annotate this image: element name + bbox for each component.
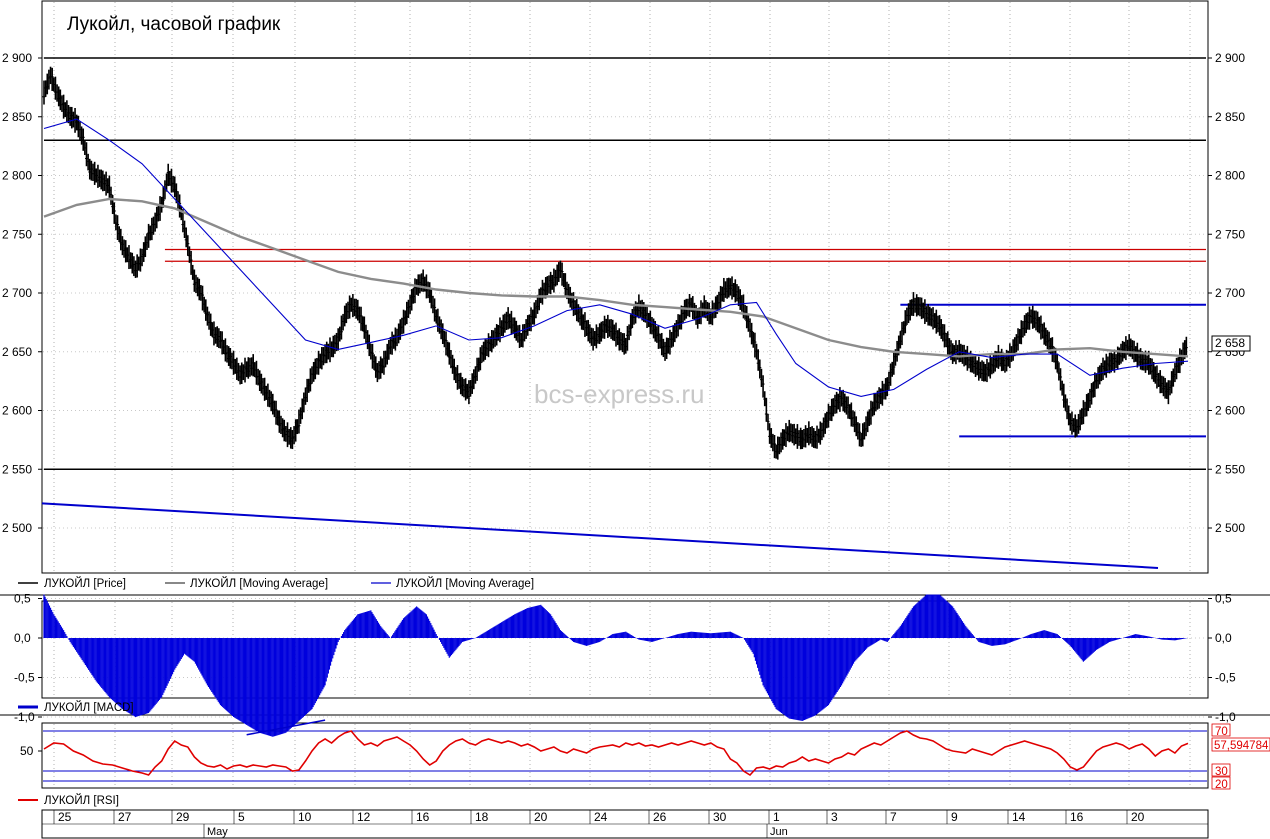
date-label: 20 bbox=[1131, 810, 1145, 824]
month-label: May bbox=[207, 826, 228, 838]
y-tick-label: 0,0 bbox=[1215, 631, 1232, 645]
y-tick-label: 2 800 bbox=[2, 169, 32, 183]
legend-item-ma-gray: ЛУКОЙЛ [Moving Average] bbox=[190, 577, 328, 590]
date-label: 18 bbox=[475, 810, 489, 824]
y-tick-label: 0,0 bbox=[14, 631, 31, 645]
date-label: 26 bbox=[653, 810, 667, 824]
price-levels bbox=[41, 57, 1206, 569]
y-tick-label: 2 500 bbox=[1215, 521, 1245, 535]
rsi-level-label: 20 bbox=[1215, 779, 1228, 791]
date-label: 9 bbox=[951, 810, 958, 824]
y-tick-label: -0,5 bbox=[14, 671, 35, 685]
trend-line bbox=[41, 502, 1159, 569]
rsi-panel-frame bbox=[41, 722, 1209, 789]
price-series bbox=[42, 66, 1189, 460]
date-label: 16 bbox=[416, 810, 430, 824]
date-label: 10 bbox=[298, 810, 312, 824]
rsi-level-box bbox=[1211, 776, 1231, 790]
ma-gray-line bbox=[43, 197, 1189, 358]
month-label: Jun bbox=[770, 826, 788, 838]
macd-legend: ЛУКОЙЛ [MACD] bbox=[18, 701, 134, 714]
rsi-series bbox=[43, 730, 1207, 782]
date-label: 27 bbox=[118, 810, 132, 824]
y-tick-label: 2 850 bbox=[1215, 110, 1245, 124]
y-tick-label: 2 600 bbox=[1215, 404, 1245, 418]
axis-labels: 2 900 2 900 2 850 2 850 2 800 2 800 2 750 2 750… bbox=[2, 51, 1270, 791]
y-tick-label: 2 500 bbox=[2, 521, 32, 535]
y-tick-label: 2 700 bbox=[2, 286, 32, 300]
date-label: 25 bbox=[58, 810, 72, 824]
y-tick-label: -1,0 bbox=[14, 710, 35, 724]
date-label: 16 bbox=[1070, 810, 1084, 824]
grid-lines bbox=[43, 2, 1207, 787]
rsi-last-value: 57,594784 bbox=[1214, 740, 1269, 752]
date-label: 1 bbox=[773, 810, 780, 824]
rsi-legend: ЛУКОЙЛ [RSI] bbox=[18, 794, 119, 807]
y-tick-label: 0,5 bbox=[14, 592, 31, 606]
legend-item-macd: ЛУКОЙЛ [MACD] bbox=[44, 701, 134, 714]
legend-item-rsi: ЛУКОЙЛ [RSI] bbox=[44, 794, 119, 807]
date-label: 20 bbox=[534, 810, 548, 824]
y-tick-label: 2 550 bbox=[1215, 462, 1245, 476]
macd-series bbox=[43, 594, 1188, 737]
chart-title: Лукойл, часовой график bbox=[67, 14, 281, 35]
y-tick-label: -0,5 bbox=[1215, 671, 1236, 685]
rsi-level-box bbox=[1211, 763, 1231, 777]
rsi-level-box bbox=[1211, 723, 1231, 737]
legend-item-ma-blue: ЛУКОЙЛ [Moving Average] bbox=[396, 577, 534, 590]
date-label: 7 bbox=[890, 810, 897, 824]
y-tick-label: 2 700 bbox=[1215, 286, 1245, 300]
date-label: 3 bbox=[831, 810, 838, 824]
y-tick-label: 2 750 bbox=[1215, 227, 1245, 241]
legend-item-price: ЛУКОЙЛ [Price] bbox=[44, 577, 126, 590]
last-price-label: 2 658 bbox=[1215, 336, 1245, 350]
date-label: 24 bbox=[594, 810, 608, 824]
y-tick-label: 2 750 bbox=[2, 227, 32, 241]
date-label: 14 bbox=[1012, 810, 1026, 824]
y-tick-label: 2 600 bbox=[2, 404, 32, 418]
rsi-last-box bbox=[1211, 737, 1270, 752]
date-label: 29 bbox=[176, 810, 190, 824]
price-panel-frame bbox=[41, 0, 1209, 574]
date-label: 5 bbox=[238, 810, 245, 824]
date-label: 12 bbox=[357, 810, 371, 824]
ma-blue-line bbox=[43, 118, 1189, 397]
date-label: 30 bbox=[713, 810, 727, 824]
y-tick-label: 0,5 bbox=[1215, 592, 1232, 606]
rsi-line bbox=[43, 730, 1189, 777]
rsi-level-label: 70 bbox=[1215, 726, 1228, 738]
macd-divergence-line bbox=[246, 719, 326, 736]
y-tick-label: -1,0 bbox=[1215, 710, 1236, 724]
y-tick-label: 2 900 bbox=[2, 51, 32, 65]
y-tick-label: 2 800 bbox=[1215, 169, 1245, 183]
y-tick-label: 2 550 bbox=[2, 462, 32, 476]
y-tick-label: 2 900 bbox=[1215, 51, 1245, 65]
y-tick-label: 2 650 bbox=[2, 345, 32, 359]
date-labels: 25 27 29 5 10 12 16 18 20 24 26 30 1 3 7 9 14 16 20 May Jun bbox=[53, 810, 1145, 838]
y-tick-label: 50 bbox=[20, 744, 34, 758]
macd-panel-frame bbox=[41, 600, 1209, 699]
price-legend: ЛУКОЙЛ [Price] ЛУКОЙЛ [Moving Average] Л… bbox=[18, 577, 534, 590]
y-tick-label: 2 850 bbox=[2, 110, 32, 124]
last-price-box bbox=[1211, 335, 1251, 352]
watermark: bcs-express.ru bbox=[534, 379, 705, 409]
rsi-level-label: 30 bbox=[1215, 766, 1228, 778]
